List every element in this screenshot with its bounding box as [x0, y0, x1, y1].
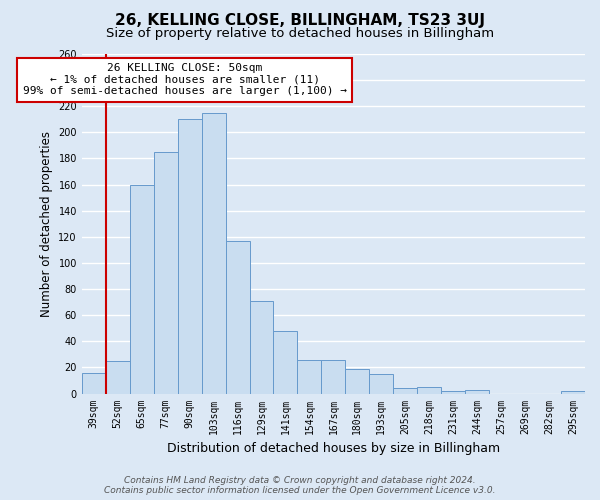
X-axis label: Distribution of detached houses by size in Billingham: Distribution of detached houses by size … [167, 442, 500, 455]
Bar [465, 390, 489, 394]
Bar [82, 372, 106, 394]
Bar [250, 301, 274, 394]
Bar [106, 361, 130, 394]
Bar [370, 374, 393, 394]
Bar [178, 120, 202, 394]
Text: Size of property relative to detached houses in Billingham: Size of property relative to detached ho… [106, 28, 494, 40]
Bar [154, 152, 178, 394]
Bar [417, 387, 441, 394]
Bar [274, 331, 298, 394]
Bar [322, 360, 346, 394]
Bar [561, 391, 585, 394]
Bar [393, 388, 417, 394]
Bar [226, 241, 250, 394]
Bar [130, 184, 154, 394]
Bar [441, 391, 465, 394]
Bar [202, 113, 226, 394]
Bar [298, 360, 322, 394]
Y-axis label: Number of detached properties: Number of detached properties [40, 131, 53, 317]
Bar [346, 368, 370, 394]
Text: 26, KELLING CLOSE, BILLINGHAM, TS23 3UJ: 26, KELLING CLOSE, BILLINGHAM, TS23 3UJ [115, 12, 485, 28]
Text: Contains HM Land Registry data © Crown copyright and database right 2024.
Contai: Contains HM Land Registry data © Crown c… [104, 476, 496, 495]
Text: 26 KELLING CLOSE: 50sqm
← 1% of detached houses are smaller (11)
99% of semi-det: 26 KELLING CLOSE: 50sqm ← 1% of detached… [23, 63, 347, 96]
